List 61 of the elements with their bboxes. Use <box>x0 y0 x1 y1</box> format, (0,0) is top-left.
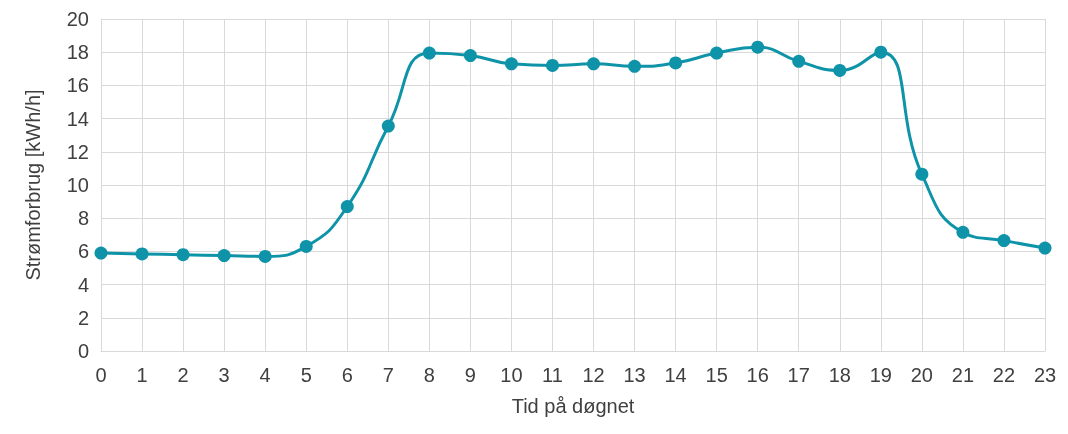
point <box>504 57 518 71</box>
point <box>258 249 272 263</box>
y-tick-label: 0 <box>77 340 89 362</box>
point <box>751 40 765 54</box>
point <box>422 46 436 60</box>
point <box>381 119 395 133</box>
point <box>628 59 642 73</box>
x-tick-label: 21 <box>951 364 975 386</box>
y-tick-label: 10 <box>66 174 89 196</box>
point <box>956 225 970 239</box>
point <box>874 45 888 59</box>
point <box>915 167 929 181</box>
y-axis-title: Strømforbrug [kWh/h] <box>22 89 44 281</box>
point <box>545 58 559 72</box>
y-tick-label: 6 <box>77 240 89 263</box>
x-tick-label: 13 <box>623 364 646 386</box>
x-tick-label: 14 <box>664 364 687 386</box>
x-tick-label: 23 <box>1033 364 1057 386</box>
point <box>135 247 149 261</box>
x-tick-label: 20 <box>910 364 933 386</box>
point <box>299 239 313 253</box>
point <box>587 57 601 71</box>
x-tick-label: 15 <box>705 364 728 386</box>
point <box>217 249 231 263</box>
point <box>792 54 806 68</box>
x-axis-title: Tid på døgnet <box>511 395 635 417</box>
point <box>669 56 683 70</box>
point <box>94 246 108 260</box>
x-tick-label: 12 <box>582 364 605 386</box>
point <box>463 49 477 63</box>
y-tick-label: 16 <box>66 74 89 97</box>
x-tick-label: 19 <box>869 364 892 386</box>
y-tick-label: 2 <box>77 306 89 329</box>
x-tick-label: 7 <box>382 364 394 386</box>
point <box>176 248 190 262</box>
y-tick-label: 4 <box>77 273 89 296</box>
x-tick-label: 8 <box>423 364 435 386</box>
point <box>833 63 847 77</box>
x-tick-label: 10 <box>500 364 523 386</box>
x-tick-label: 16 <box>746 364 769 386</box>
x-tick-label: 4 <box>259 364 271 386</box>
x-tick-label: 22 <box>992 364 1016 386</box>
x-tick-label: 18 <box>828 364 851 386</box>
x-tick-label: 1 <box>136 364 148 386</box>
x-tick-label: 0 <box>95 364 107 386</box>
x-tick-label: 6 <box>341 364 353 386</box>
point <box>710 46 724 60</box>
x-tick-label: 17 <box>787 364 810 386</box>
y-tick-label: 14 <box>66 107 89 130</box>
x-tick-label: 3 <box>218 364 230 386</box>
point <box>1038 241 1052 255</box>
y-tick-label: 12 <box>66 140 89 163</box>
point <box>997 234 1011 248</box>
point <box>340 200 354 214</box>
x-tick-label: 11 <box>542 364 563 386</box>
y-tick-label: 8 <box>77 207 89 230</box>
y-tick-label: 20 <box>66 8 89 30</box>
x-tick-label: 5 <box>300 364 312 386</box>
y-tick-label: 18 <box>66 41 89 64</box>
x-tick-label: 2 <box>177 364 189 386</box>
x-tick-label: 9 <box>464 364 476 386</box>
